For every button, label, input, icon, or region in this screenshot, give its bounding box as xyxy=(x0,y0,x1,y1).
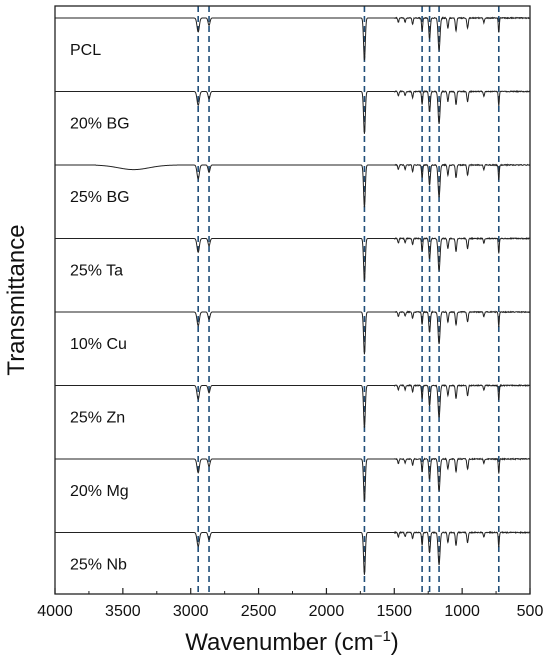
series-label-6: 20% Mg xyxy=(70,483,129,500)
spectrum-line-0 xyxy=(55,16,531,61)
spectrum-line-1 xyxy=(55,89,531,134)
x-tick-label-1: 3500 xyxy=(105,603,141,620)
x-tick-label-6: 1000 xyxy=(444,603,480,620)
x-axis-ticks xyxy=(54,588,531,594)
x-tick-label-7: 500 xyxy=(517,603,544,620)
x-axis-title: Wavenumber (cm−1) xyxy=(185,628,399,656)
x-tick-label-5: 1500 xyxy=(376,603,412,620)
plot-frame xyxy=(54,5,531,595)
reference-lines xyxy=(197,6,500,594)
x-axis-tick-labels: 4000 3500 3000 2500 2000 1500 1000 500 xyxy=(37,603,543,620)
x-tick-label-0: 4000 xyxy=(37,603,73,620)
spectrum-line-4 xyxy=(55,310,531,355)
series-label-0: PCL xyxy=(70,42,101,59)
spectrum-line-3 xyxy=(55,236,531,281)
x-tick-label-4: 2000 xyxy=(309,603,345,620)
y-axis-title: Transmittance xyxy=(3,224,30,375)
series-label-5: 25% Zn xyxy=(70,410,125,427)
series-label-2: 25% BG xyxy=(70,189,130,206)
spectra-group xyxy=(55,16,531,575)
series-label-4: 10% Cu xyxy=(70,336,127,353)
spectrum-line-7 xyxy=(55,530,531,575)
spectrum-line-2 xyxy=(55,163,531,208)
x-tick-label-2: 3000 xyxy=(173,603,209,620)
series-labels: PCL 20% BG 25% BG 25% Ta 10% Cu 25% Zn 20% Mg 2… xyxy=(70,42,130,574)
series-label-7: 25% Nb xyxy=(70,557,127,574)
series-label-3: 25% Ta xyxy=(70,263,123,280)
x-tick-label-3: 2500 xyxy=(241,603,277,620)
spectrum-line-6 xyxy=(55,457,531,502)
spectrum-line-5 xyxy=(55,383,531,428)
series-label-1: 20% BG xyxy=(70,116,130,133)
